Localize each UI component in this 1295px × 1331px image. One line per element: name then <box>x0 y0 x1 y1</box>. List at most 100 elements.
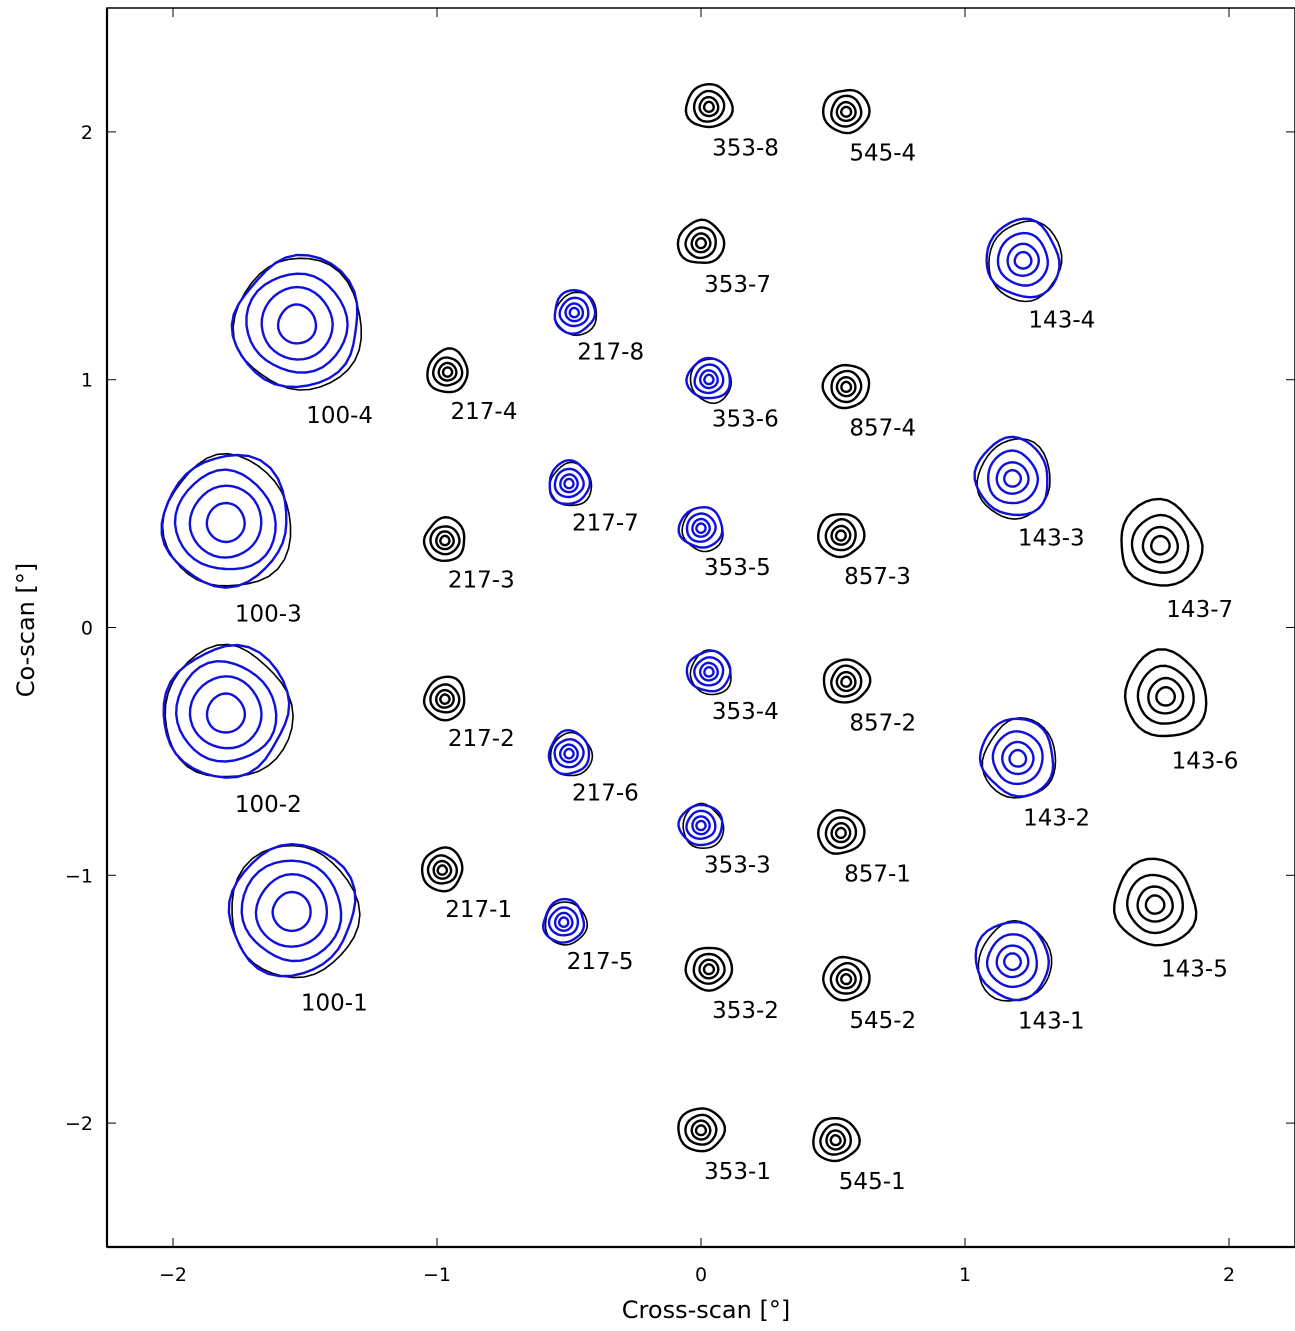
beam-contour <box>985 933 1039 989</box>
detector-label: 217-3 <box>448 568 515 594</box>
detector-beam-857-2 <box>822 658 872 704</box>
beam-contour <box>434 688 455 709</box>
beam-contour <box>694 1124 708 1137</box>
beam-contour <box>439 693 451 705</box>
y-tick-label: 1 <box>81 370 93 392</box>
y-tick-label: −2 <box>65 1113 93 1135</box>
beam-contour <box>702 100 715 114</box>
beam-contour <box>995 944 1030 979</box>
detector-beam-217-3 <box>422 515 466 563</box>
beam-contour <box>677 803 724 847</box>
beam-contour <box>702 963 716 976</box>
x-tick-label: −2 <box>159 1264 187 1286</box>
beam-contour <box>563 747 575 760</box>
y-axis-title: Co-scan [°] <box>12 563 40 698</box>
detector-beam-100-3 <box>160 452 292 589</box>
detector-label: 100-4 <box>306 403 373 429</box>
detector-beam-217-4 <box>426 347 469 394</box>
beam-contour <box>553 467 585 499</box>
beam-contour <box>684 226 717 260</box>
beam-contour <box>693 363 725 395</box>
beam-contour <box>830 664 863 698</box>
beam-contour <box>835 375 857 398</box>
detector-label: 143-2 <box>1023 805 1090 831</box>
beam-contour <box>188 675 263 750</box>
beam-contour <box>830 821 852 844</box>
detector-label: 545-2 <box>849 1008 916 1034</box>
beam-contour <box>564 302 585 323</box>
beam-contour <box>1147 676 1185 715</box>
detector-beam-857-1 <box>816 808 866 855</box>
beam-contour <box>693 656 725 687</box>
detector-beam-353-5 <box>677 505 724 553</box>
plot-frame <box>106 7 1295 1248</box>
detector-label: 143-5 <box>1161 957 1228 983</box>
detector-beam-353-7 <box>676 218 726 265</box>
beam-contour <box>840 675 853 688</box>
detector-label: 100-2 <box>235 792 302 818</box>
beam-contour <box>816 808 866 855</box>
beam-contour <box>429 683 461 714</box>
beam-contour <box>541 897 586 944</box>
beam-contour <box>240 859 343 963</box>
detector-label: 545-1 <box>839 1169 906 1195</box>
beam-contour <box>1006 242 1041 278</box>
beam-contour <box>819 1123 853 1156</box>
detector-beam-217-8 <box>553 288 598 337</box>
x-axis-title: Cross-scan [°] <box>622 1296 790 1324</box>
beam-contour <box>985 217 1061 299</box>
detector-label: 353-7 <box>704 272 771 298</box>
beam-contour <box>436 864 449 876</box>
beam-contour <box>698 661 720 682</box>
beam-contour <box>830 524 852 546</box>
beam-contour <box>685 512 717 543</box>
detector-beam-353-2 <box>684 946 734 992</box>
beam-contour <box>1130 513 1190 574</box>
detector-beam-217-6 <box>547 728 594 777</box>
beam-contour <box>692 952 726 985</box>
detector-label: 217-7 <box>572 511 639 537</box>
detector-beam-353-8 <box>684 82 734 129</box>
beam-contour <box>839 105 853 118</box>
beam-contour <box>245 272 349 374</box>
beam-contour <box>1144 894 1166 915</box>
beam-contour <box>834 826 847 839</box>
beam-contour <box>553 738 585 769</box>
x-tick-label: 1 <box>959 1264 971 1286</box>
beam-contour <box>690 232 712 254</box>
beam-contour <box>684 1113 718 1146</box>
detector-label: 143-7 <box>1166 597 1233 623</box>
beam-contour <box>834 529 847 542</box>
detector-beam-143-7 <box>1120 497 1204 587</box>
beam-contour <box>1112 857 1198 947</box>
beam-contour <box>684 946 734 992</box>
beam-contour <box>563 477 575 490</box>
detector-beam-545-2 <box>821 955 871 1002</box>
beam-contour <box>1013 250 1033 270</box>
beam-contour <box>677 1107 727 1153</box>
beam-contour <box>1141 525 1180 564</box>
detector-beam-100-1 <box>227 842 361 979</box>
x-tick-label: 2 <box>1223 1264 1235 1286</box>
beam-outline-contour <box>164 643 294 778</box>
detector-beam-857-3 <box>816 512 866 559</box>
detector-label: 545-4 <box>849 140 916 166</box>
beam-contour <box>830 94 863 128</box>
beam-contour <box>426 854 459 885</box>
beam-contour <box>691 815 711 836</box>
detector-beam-353-4 <box>685 649 732 696</box>
detector-label: 100-3 <box>235 601 302 627</box>
beam-contour <box>996 231 1050 287</box>
detector-label: 217-2 <box>448 726 515 752</box>
y-tick-label: 0 <box>81 618 93 640</box>
detector-beam-353-1 <box>677 1107 727 1153</box>
beam-contour <box>431 356 464 387</box>
beam-contour <box>676 218 726 265</box>
x-tick-label: 0 <box>695 1264 707 1286</box>
detector-beam-143-4 <box>985 217 1063 303</box>
beam-contour <box>840 972 853 986</box>
detector-label: 217-5 <box>567 949 634 975</box>
detector-beam-100-4 <box>230 253 362 391</box>
beam-contour <box>695 819 707 832</box>
detector-label: 857-3 <box>844 564 911 590</box>
